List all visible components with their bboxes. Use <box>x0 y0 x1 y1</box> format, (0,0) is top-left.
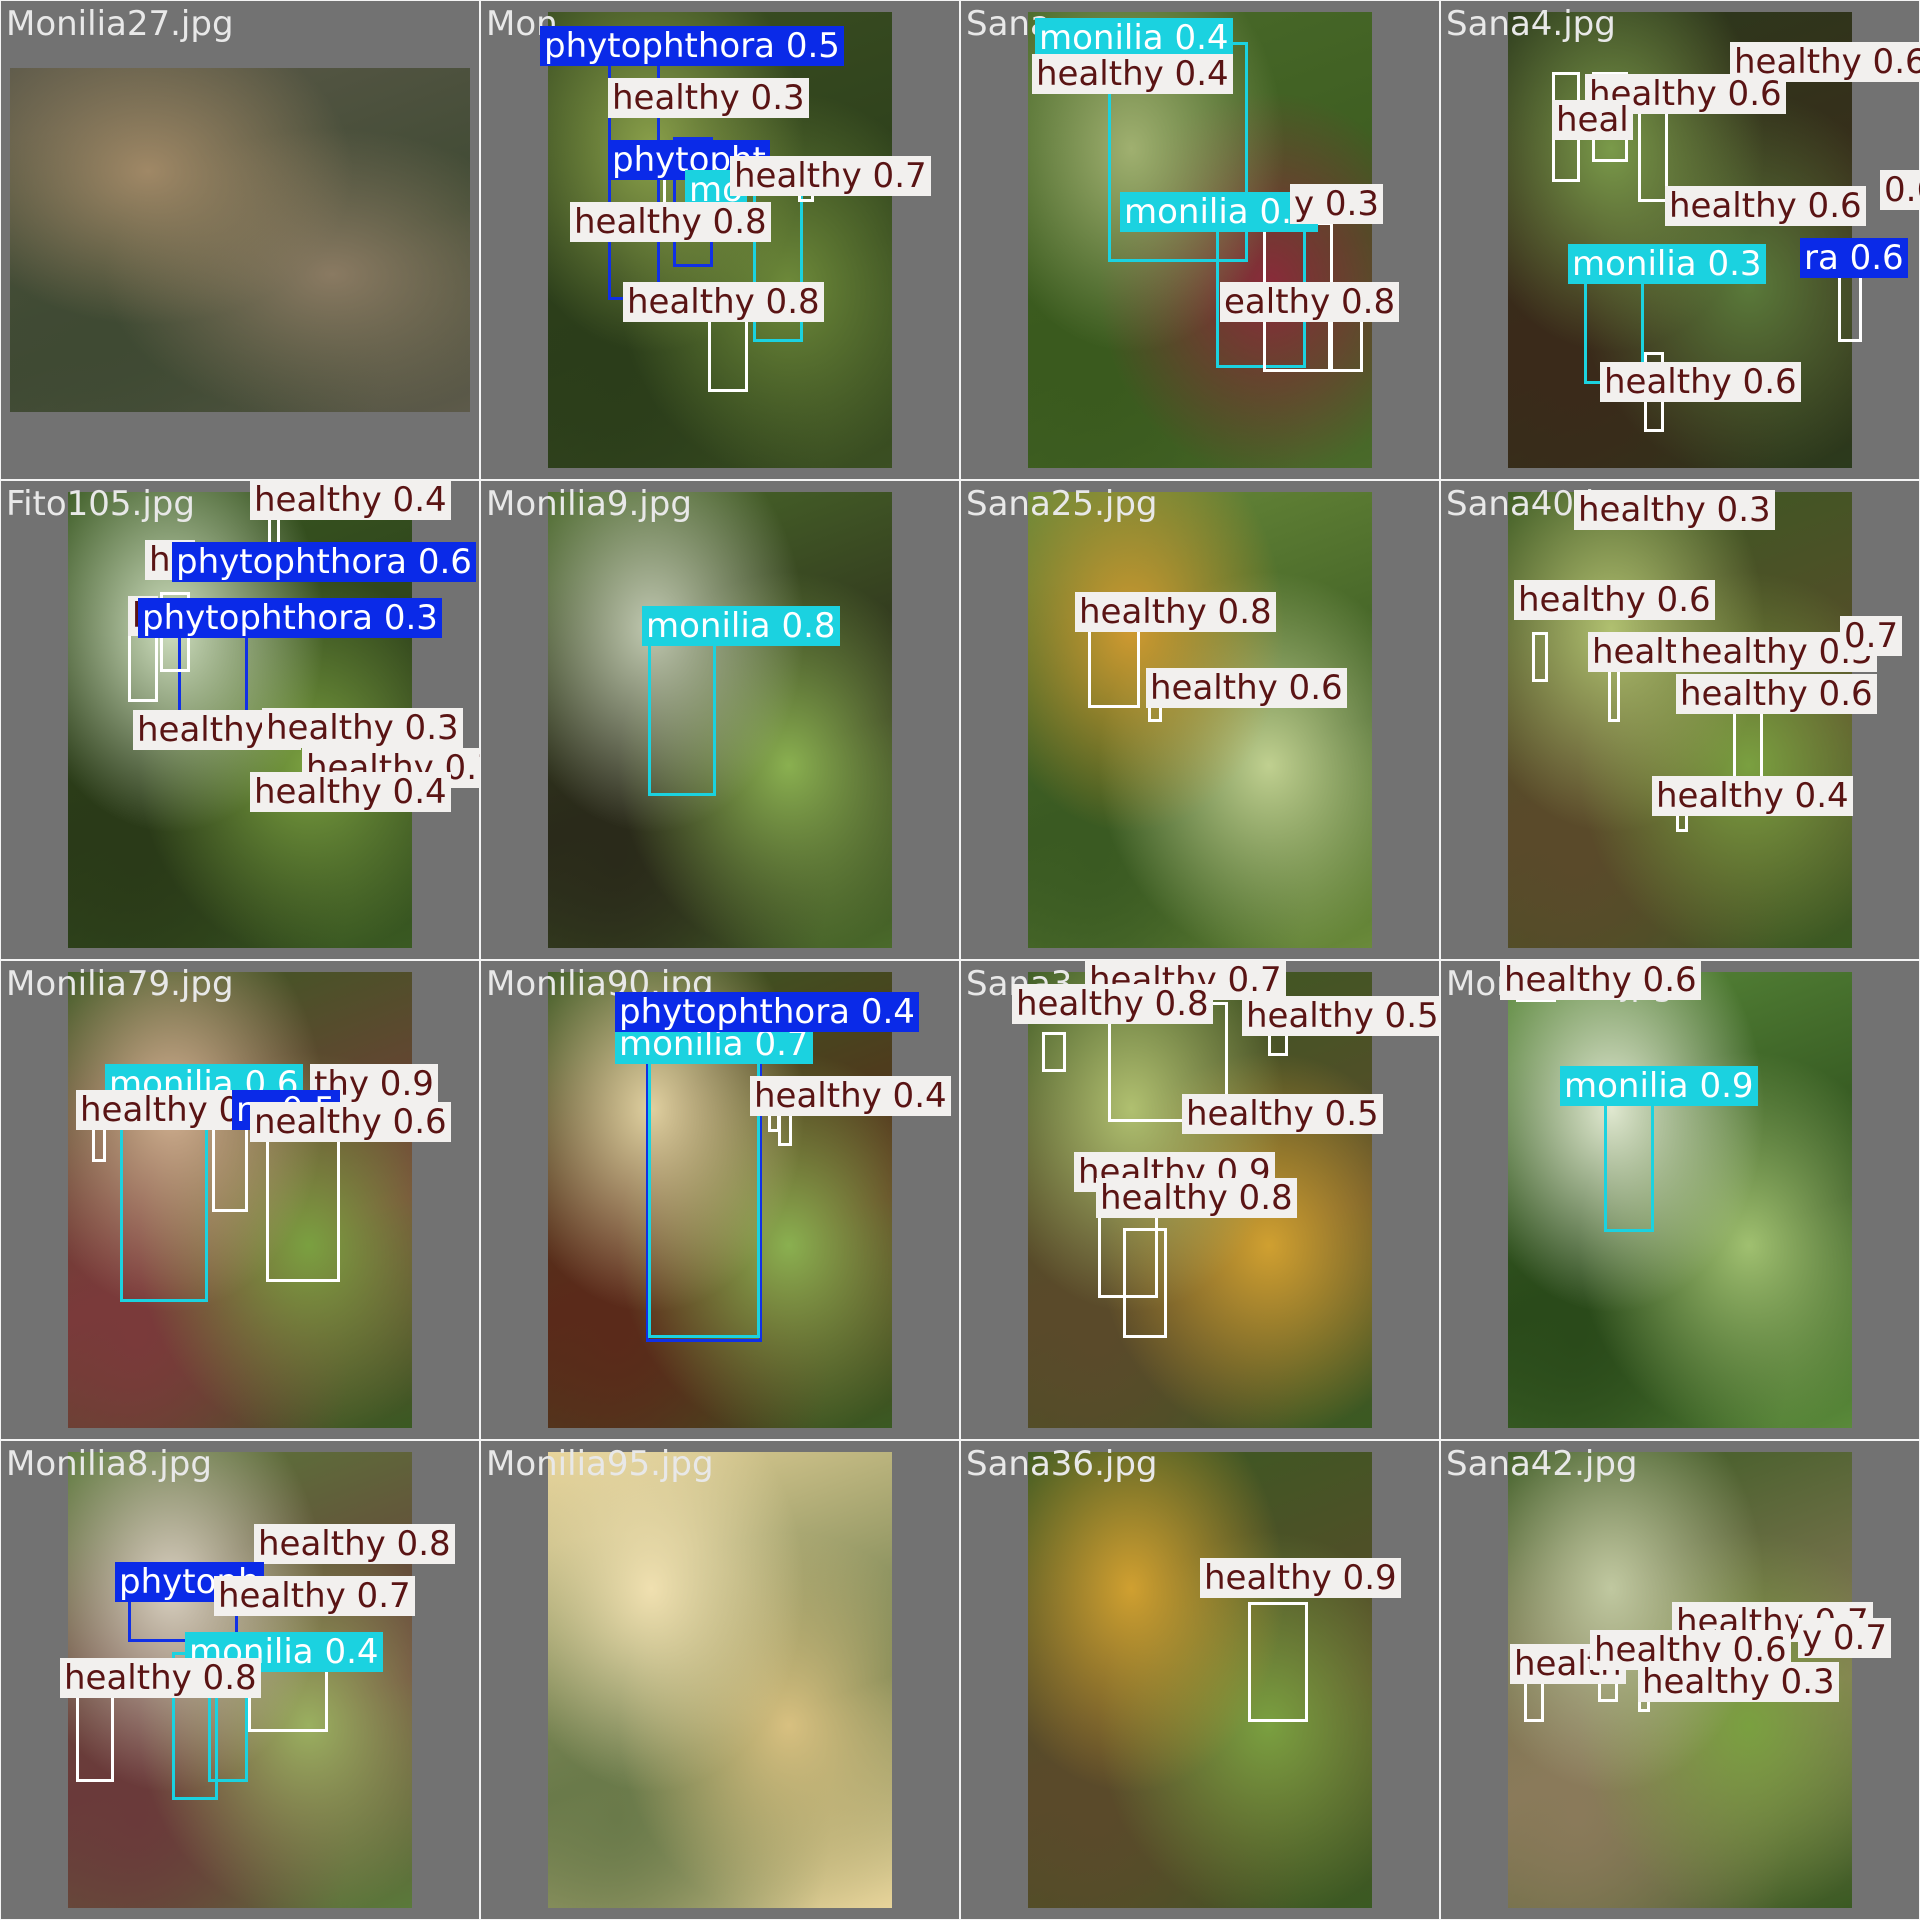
detection-label-healthy: healthy 0.4 <box>1652 776 1853 816</box>
detection-label-phyto: phytophthora 0.3 <box>138 598 442 638</box>
detection-label-monilia: monilia 0.4 <box>1035 18 1233 58</box>
photo <box>1508 492 1852 948</box>
detection-label-healthy: ealthy 0.8 <box>1220 282 1400 322</box>
detection-label-healthy: nealthy 0.6 <box>250 1102 451 1142</box>
image-filename: Sana42.jpg <box>1446 1444 1638 1484</box>
detection-box-healthy <box>1042 1032 1066 1072</box>
detection-label-phyto: phytophthora 0.5 <box>540 26 844 66</box>
image-filename: Monilia79.jpg <box>6 964 234 1004</box>
detection-label-healthy: 0.7 <box>1840 616 1903 656</box>
detection-label-phyto: ra 0.6 <box>1800 238 1908 278</box>
mosaic-tile: Monilia79.jpg monilia 0.6 thy 0.9 healthy 0… <box>0 960 480 1440</box>
detection-label-phyto: phytophthora 0.6 <box>172 542 476 582</box>
detection-label-monilia: monilia 0.3 <box>1120 192 1318 232</box>
detection-label-healthy: healthy 0.3 <box>1638 1662 1839 1702</box>
detection-label-healthy: healthy 0.4 <box>250 772 451 812</box>
detection-box-healthy <box>266 1122 340 1282</box>
detection-label-healthy: healthy 0.6 <box>1600 362 1801 402</box>
image-filename: Monilia9.jpg <box>486 484 692 524</box>
detection-label-healthy: healthy 0.6 <box>1514 580 1715 620</box>
detection-label-healthy: healthy 0.8 <box>60 1658 261 1698</box>
detection-box-monilia <box>648 1044 760 1338</box>
image-filename: Fito105.jpg <box>6 484 195 524</box>
detection-label-healthy: healthy 0.3 <box>1574 490 1775 530</box>
detection-label-healthy: healthy 0.6 <box>1665 186 1866 226</box>
detection-box-healthy <box>1088 628 1140 708</box>
mosaic-tile: Sana monilia 0.4 healthy 0.4 monilia 0.3 y 0… <box>960 0 1440 480</box>
mosaic-tile: Monilia95.jpg <box>480 1440 960 1920</box>
photo <box>1508 972 1852 1428</box>
detection-label-healthy: y 0.3 <box>1290 184 1383 224</box>
mosaic-tile: Monilia9.jpg monilia 0.8 <box>480 480 960 960</box>
detection-box-monilia <box>1604 1092 1654 1232</box>
mosaic-tile: Sana40.jpg healthy 0.3 healthy 0.6 health he… <box>1440 480 1920 960</box>
detection-label-healthy: healthy 0.6 <box>1146 668 1347 708</box>
photo <box>1028 492 1372 948</box>
photo <box>548 492 892 948</box>
mosaic-tile: Sana42.jpg healthy 0.7 health healthy 0.6 y … <box>1440 1440 1920 1920</box>
detection-label-monilia: monilia 0.3 <box>1568 244 1766 284</box>
photo <box>1028 1452 1372 1908</box>
detection-box-monilia <box>648 632 716 796</box>
detection-label-healthy: healthy 0.5 <box>1182 1094 1383 1134</box>
mosaic-tile: Monilia8.jpg healthy 0.8 phytoph healthy 0.… <box>0 1440 480 1920</box>
detection-label-healthy: healthy 0.8 <box>1012 984 1213 1024</box>
detection-label-healthy: healthy 0.9 <box>1200 1558 1401 1598</box>
detection-label-healthy: healthy 0.4 <box>1032 54 1233 94</box>
image-filename: Monilia27.jpg <box>6 4 234 44</box>
detection-label-healthy: healthy 0.4 <box>250 480 451 520</box>
image-filename: Monilia95.jpg <box>486 1444 714 1484</box>
mosaic-tile: Sana4.jpg healthy 0.6 healthy 0.6 heal healt… <box>1440 0 1920 480</box>
mosaic-tile: Monilia27.jpg <box>0 0 480 480</box>
detection-label-healthy: healthy 0.5 <box>1242 996 1440 1036</box>
image-filename: Sana36.jpg <box>966 1444 1158 1484</box>
detection-label-healthy: healthy 0.4 <box>750 1076 951 1116</box>
detection-label-healthy: healthy 0.3 <box>262 708 463 748</box>
detection-label-healthy: healthy 0.7 <box>730 156 931 196</box>
detection-label-healthy: healthy 0.8 <box>623 282 824 322</box>
mosaic-tile: Monilia90.jpg monilia 0.7 phytophthora 0.4… <box>480 960 960 1440</box>
detection-label-monilia: monilia 0.8 <box>642 606 840 646</box>
detection-label-healthy: healthy 0.3 <box>608 78 809 118</box>
detection-box-healthy <box>1248 1602 1308 1722</box>
detection-label-monilia: monilia 0.9 <box>1560 1066 1758 1106</box>
detection-label-healthy: healthy 0.6 <box>1500 960 1701 1000</box>
photo <box>548 1452 892 1908</box>
mosaic-tile: Mon phytophthora 0.5 healthy 0.3 phytopht mo… <box>480 0 960 480</box>
detection-label-healthy: healthy 0.6 <box>1676 674 1877 714</box>
detection-label-healthy: healthy 0.8 <box>1096 1178 1297 1218</box>
detection-label-healthy: healthy 0.8 <box>1075 592 1276 632</box>
image-filename: Sana4.jpg <box>1446 4 1616 44</box>
detection-label-phyto: phytophthora 0.4 <box>615 992 919 1032</box>
mosaic-tile: Sana25.jpg healthy 0.8 healthy 0.6 <box>960 480 1440 960</box>
mosaic-tile: Fito105.jpg healthy 0.4 he phytophthora 0.6… <box>0 480 480 960</box>
detection-label-healthy: healthy 0.8 <box>254 1524 455 1564</box>
detection-label-healthy: y 0.7 <box>1798 1618 1891 1658</box>
image-filename: Sana25.jpg <box>966 484 1158 524</box>
detection-label-healthy: heal <box>1552 100 1633 140</box>
mosaic-tile: Sana36.jpg healthy 0.9 <box>960 1440 1440 1920</box>
detection-label-healthy: healthy 0.8 <box>570 202 771 242</box>
detection-label-healthy: 0.6 <box>1880 170 1920 210</box>
photo <box>68 972 412 1428</box>
detection-box-healthy <box>1532 632 1548 682</box>
detection-label-healthy: healthy 0.7 <box>214 1576 415 1616</box>
detection-box-healthy <box>1123 1228 1167 1338</box>
image-filename: Monilia8.jpg <box>6 1444 212 1484</box>
photo <box>10 68 470 412</box>
